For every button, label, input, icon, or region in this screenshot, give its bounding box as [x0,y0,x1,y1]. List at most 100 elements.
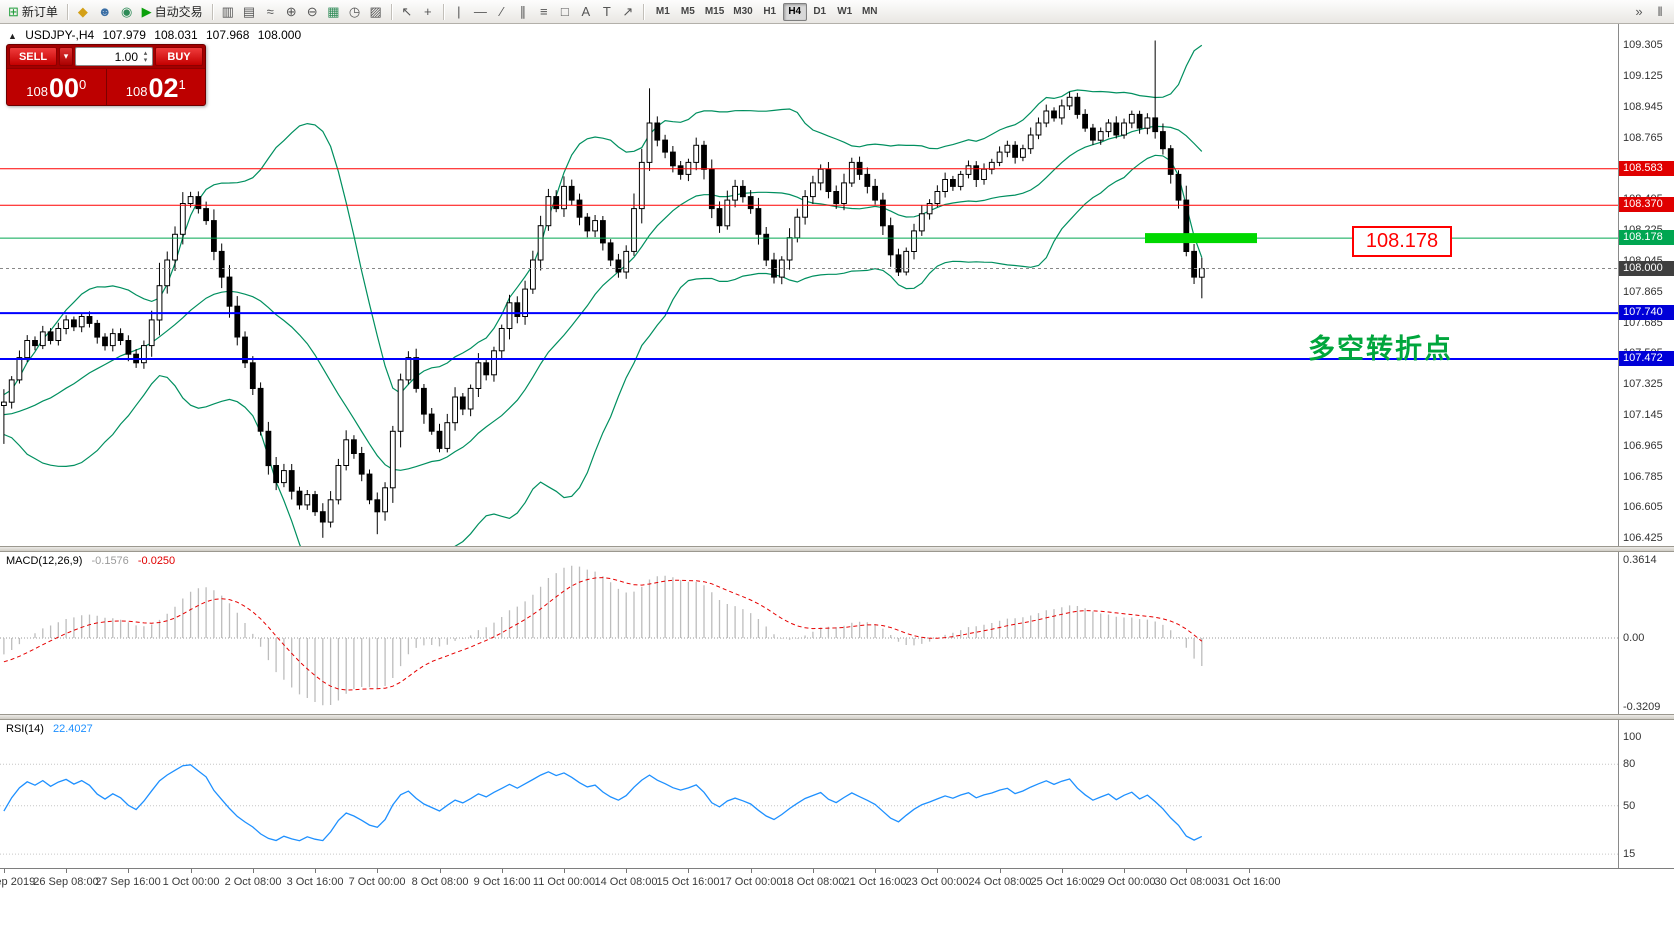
bar-chart-icon[interactable]: ▥ [218,2,238,22]
trendline-icon-glyph: ∕ [500,3,503,19]
order-type-dropdown[interactable]: ▾ [59,47,73,66]
price-axis[interactable]: 109.305109.125108.945108.765108.585108.4… [1618,24,1674,890]
price-axis-badge: 107.740 [1619,305,1674,320]
buy-button[interactable]: BUY [155,47,203,66]
rsi-indicator-chart[interactable] [0,720,1618,868]
timeframe-h4[interactable]: H4 [782,2,807,21]
rsi-header: RSI(14) 22.4027 [6,723,93,735]
time-axis-tick [564,869,565,873]
text-icon[interactable]: A [576,2,596,22]
timeframe-group: M1 M5 M15 M30 H1 H4 D1 W1 MN [651,2,882,21]
timeframe-mn[interactable]: MN [861,6,878,17]
panel-splitter[interactable] [0,546,1674,552]
panel-splitter[interactable] [0,714,1674,720]
time-axis-tick [440,869,441,873]
timeframe-h1[interactable]: H1 [763,6,777,17]
fibonacci-icon[interactable]: ≡ [534,2,554,22]
vertical-line-icon[interactable]: | [449,2,469,22]
period-icon[interactable]: ◷ [345,2,365,22]
time-axis-label: 21 Oct 16:00 [843,876,907,888]
rsi-axis-label: 100 [1623,731,1642,743]
cursor-icon[interactable]: ↖ [397,2,417,22]
scroll-to-end-icon[interactable]: » [1629,2,1649,22]
volume-input[interactable]: 1.00 ▴ ▾ [75,47,153,66]
sell-button[interactable]: SELL [9,47,57,66]
time-axis-tick [4,869,5,873]
price-axis-badge: 108.178 [1619,230,1674,245]
time-axis-tick [1062,869,1063,873]
channel-icon[interactable]: ∥ [513,2,533,22]
time-axis-label: 31 Oct 16:00 [1217,876,1281,888]
time-axis-label: 17 Oct 00:00 [719,876,783,888]
rsi-title: RSI(14) [6,723,44,735]
time-axis-label: 14 Oct 08:00 [594,876,658,888]
shapes-icon[interactable]: □ [555,2,575,22]
zoom-out-icon[interactable]: ⊖ [302,2,322,22]
auto-trading-button[interactable]: ▶ 自动交易 [138,2,207,22]
volume-stepper[interactable]: ▴ ▾ [143,49,148,64]
cursor-icon-glyph: ↖ [401,3,413,19]
time-axis-tick [1249,869,1250,873]
bid-ask-display: 108 00 0 108 02 1 [7,68,205,105]
chart-ohlc-header: ▲ USDJPY-,H4 107.979 108.031 107.968 108… [8,28,306,42]
high-value: 108.031 [154,28,198,42]
zoom-in-icon[interactable]: ⊕ [281,2,301,22]
macd-indicator-chart[interactable] [0,552,1618,714]
trendline-icon[interactable]: ∕ [492,2,512,22]
timeframe-m15[interactable]: M15 [704,6,725,17]
price-callout[interactable]: 108.178 [1352,226,1452,257]
timeframe-m30[interactable]: M30 [733,6,753,17]
price-divider [105,69,107,105]
toolbar-separator [442,3,444,20]
community-icon[interactable]: ☻ [94,2,116,22]
price-axis-tick: 107.865 [1623,286,1663,298]
macd-axis-label: 0.3614 [1623,554,1657,566]
turning-point-note[interactable]: 多空转折点 [1308,334,1453,364]
new-order-button[interactable]: ⊞ 新订单 [4,2,62,22]
tile-windows-icon-glyph: ▦ [327,3,340,19]
time-axis-tick [1186,869,1187,873]
scroll-to-end-icon-glyph: » [1635,3,1643,19]
timeframe-m1[interactable]: M1 [655,6,670,17]
period-icon-glyph: ◷ [348,3,361,19]
bid-price[interactable]: 108 00 0 [7,69,106,105]
time-axis-label: 26 Sep 08:00 [33,876,99,888]
line-chart-icon[interactable]: ≈ [260,2,280,22]
tile-windows-icon[interactable]: ▦ [323,2,343,22]
timeframe-d1[interactable]: D1 [813,6,827,17]
main-price-chart[interactable] [0,24,1618,546]
chart-shift-icon[interactable]: ‖ [1650,2,1670,22]
horizontal-line-icon[interactable]: — [470,2,491,22]
ask-price[interactable]: 108 02 1 [107,69,206,105]
macd-main-value: -0.1576 [91,555,129,567]
time-axis-tick [1000,869,1001,873]
zoom-out-icon-glyph: ⊖ [306,3,318,19]
news-icon[interactable]: ◉ [117,2,137,22]
timeframe-w1[interactable]: W1 [837,6,853,17]
time-axis-tick [377,869,378,873]
template-icon[interactable]: ▨ [366,2,386,22]
price-axis-tick: 106.605 [1623,501,1663,513]
time-axis-tick [875,869,876,873]
market-icon[interactable]: ◆ [73,2,93,22]
trade-panel-toggle[interactable]: ▲ [8,31,17,41]
time-axis-label: 25 Oct 16:00 [1030,876,1094,888]
time-axis-label: 3 Oct 16:00 [286,876,344,888]
time-axis-tick [1124,869,1125,873]
price-axis-tick: 108.765 [1623,132,1663,144]
crosshair-icon[interactable]: + [418,2,438,22]
bid-big-digits: 00 [48,73,79,103]
arrow-tool-icon[interactable]: ↗ [618,2,638,22]
candlestick-chart-icon[interactable]: ▤ [239,2,259,22]
open-value: 107.979 [102,28,146,42]
label-icon[interactable]: T [597,2,617,22]
ask-pipette: 1 [178,77,186,92]
label-icon-glyph: T [602,3,611,19]
price-axis-badge: 107.472 [1619,351,1674,366]
symbol-timeframe: USDJPY-,H4 [25,28,95,42]
auto-trading-button-glyph: ▶ [141,3,152,19]
text-icon-glyph: A [581,3,591,19]
price-axis-tick: 108.945 [1623,101,1663,113]
timeframe-m5[interactable]: M5 [680,6,695,17]
